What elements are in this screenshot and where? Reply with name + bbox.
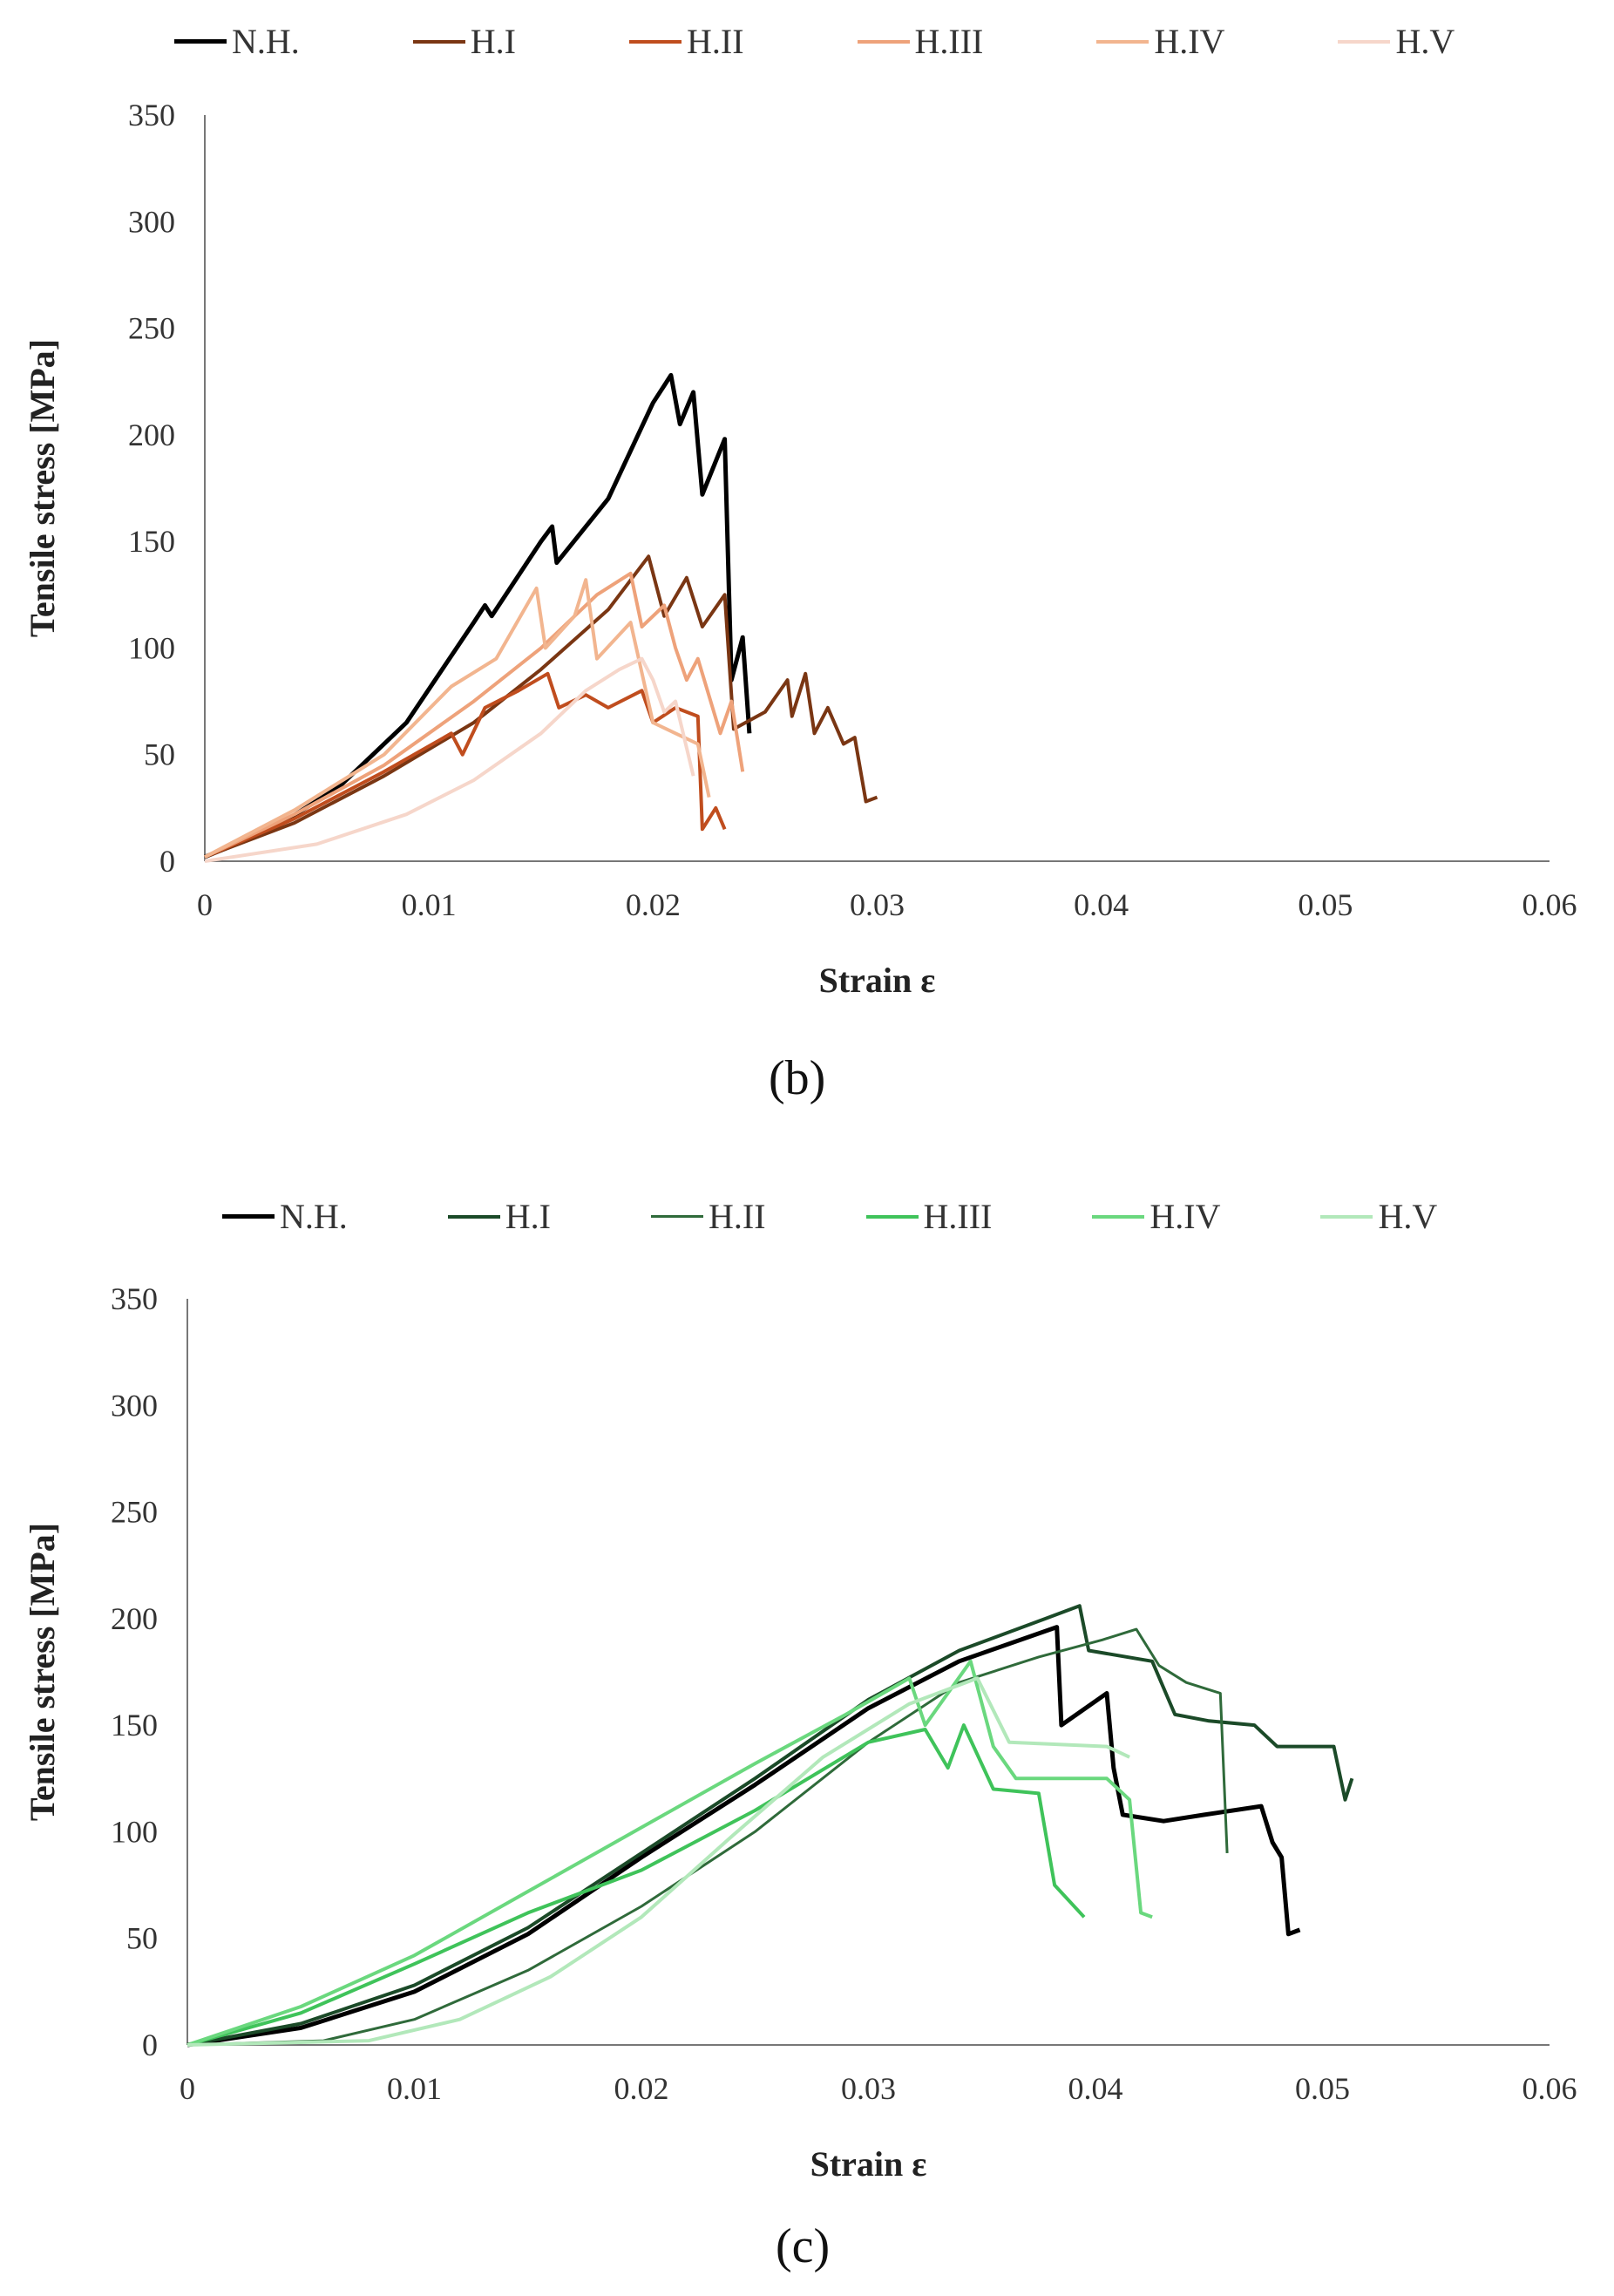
series-line-hiii [204, 571, 745, 859]
y-tick-label: 150 [128, 524, 175, 559]
y-tick-label: 50 [126, 1921, 158, 1956]
series-line-nh [186, 1625, 1301, 2048]
y-tick-label: 350 [111, 1281, 158, 1316]
legend-item-hiv: H.IV [1096, 21, 1224, 62]
legend-item-hii: H.II [651, 1196, 766, 1237]
series-line-hiii [186, 1723, 1086, 2047]
legend-label: H.V [1395, 22, 1455, 61]
legend-item-nh: N.H. [222, 1196, 348, 1237]
series-line-hiv [204, 578, 711, 859]
y-tick-label: 350 [128, 98, 175, 132]
legend-label: H.V [1378, 1197, 1438, 1236]
legend-label: H.IV [1149, 1197, 1221, 1236]
legend-label: H.I [505, 1197, 551, 1236]
x-tick-label: 0.04 [1068, 2071, 1123, 2106]
legend-swatch [174, 39, 227, 44]
series-line-hiv [186, 1659, 1153, 2047]
y-tick-label: 0 [142, 2028, 158, 2062]
legend-item-nh: N.H. [174, 21, 300, 62]
x-tick-label: 0.05 [1295, 2071, 1350, 2106]
panel-label-b: (b) [769, 1051, 826, 1105]
legend-swatch [857, 39, 910, 44]
x-tick-label: 0.03 [850, 887, 905, 922]
x-tick-label: 0.05 [1298, 887, 1353, 922]
legend-item-hii: H.II [629, 21, 744, 62]
legend-label: H.II [687, 22, 744, 61]
legend-swatch [222, 1214, 275, 1219]
legend-item-hi: H.I [447, 1196, 551, 1237]
legend-label: H.IV [1154, 22, 1225, 61]
legend-item-hiv: H.IV [1092, 1196, 1220, 1237]
x-tick-label: 0 [197, 887, 213, 922]
x-tick-label: 0.01 [402, 887, 457, 922]
legend-item-hv: H.V [1338, 21, 1455, 62]
y-tick-label: 300 [128, 204, 175, 239]
x-tick-label: 0.06 [1522, 887, 1577, 922]
y-tick-label: 100 [128, 630, 175, 665]
y-axis-label: Tensile stress [MPa] [23, 1523, 62, 1821]
legend-swatch [1338, 39, 1391, 44]
y-tick-label: 50 [144, 737, 175, 772]
series-line-hi [186, 1604, 1354, 2047]
y-tick-label: 300 [111, 1388, 158, 1423]
legend-swatch [651, 1215, 703, 1218]
x-tick-label: 0 [180, 2071, 195, 2106]
y-axis-label: Tensile stress [MPa] [23, 339, 62, 637]
y-tick-label: 250 [128, 311, 175, 346]
legend-swatch [865, 1214, 919, 1219]
legend-label: H.III [923, 1197, 993, 1236]
legend-swatch [1320, 1214, 1373, 1219]
x-tick-label: 0.06 [1522, 2071, 1577, 2106]
y-tick-label: 250 [111, 1495, 158, 1530]
x-tick-label: 0.01 [387, 2071, 442, 2106]
legend-label: N.H. [280, 1197, 348, 1236]
x-tick-label: 0.03 [841, 2071, 896, 2106]
x-tick-label: 0.04 [1074, 887, 1129, 922]
y-tick-label: 200 [111, 1601, 158, 1636]
x-axis-label: Strain ε [810, 2144, 927, 2184]
legend-c: N.H. H.I H.II H.III H.IV H.V [222, 1196, 1537, 1237]
x-tick-label: 0.02 [614, 2071, 669, 2106]
y-tick-label: 0 [159, 844, 175, 879]
chart-b: 0 50 100 150 200 250 300 350 0 0.01 0.02 0.03 0.04 0.… [23, 98, 1577, 1000]
legend-item-hi: H.I [412, 21, 516, 62]
legend-label: N.H. [232, 22, 300, 61]
series-line-hv [186, 1676, 1130, 2047]
legend-swatch [447, 1214, 500, 1219]
series-line-nh [204, 372, 752, 859]
legend-label: H.II [709, 1197, 766, 1236]
legend-item-hiii: H.III [857, 21, 984, 62]
legend-label: H.III [914, 22, 984, 61]
legend-item-hv: H.V [1320, 1196, 1437, 1237]
y-tick-label: 200 [128, 418, 175, 452]
legend-label: H.I [470, 22, 516, 61]
series-line-hii [186, 1627, 1229, 2047]
chart-c: 0 50 100 150 200 250 300 350 0 0.01 0.02 0.03 0.04 0.… [23, 1281, 1577, 2184]
legend-item-hiii: H.III [865, 1196, 993, 1237]
panel-label-c: (c) [776, 2219, 831, 2273]
legend-swatch [1096, 39, 1149, 44]
series-line-hv [204, 656, 695, 863]
legend-b: N.H. H.I H.II H.III H.IV H.V [174, 21, 1568, 62]
legend-swatch [629, 39, 682, 44]
legend-swatch [412, 39, 465, 44]
x-tick-label: 0.02 [626, 887, 681, 922]
y-tick-label: 150 [111, 1708, 158, 1742]
legend-swatch [1092, 1214, 1145, 1219]
x-axis-label: Strain ε [819, 961, 936, 1000]
y-tick-label: 100 [111, 1814, 158, 1849]
